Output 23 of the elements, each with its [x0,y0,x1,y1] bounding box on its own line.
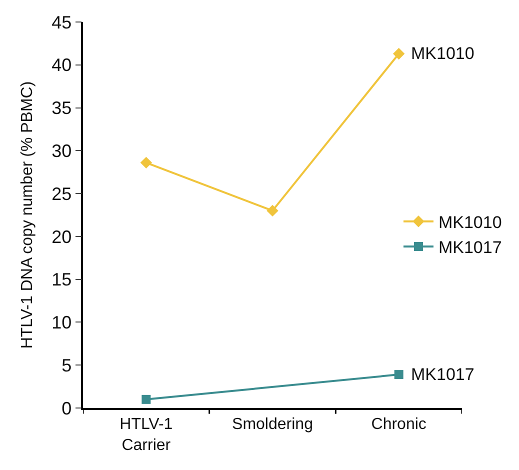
y-tick-label: 35 [52,98,72,118]
y-tick-label: 30 [52,140,72,161]
y-tick-label: 10 [52,312,72,333]
y-tick-label: 0 [62,398,72,418]
point [266,204,278,217]
x-tick-label: HTLV-1 Carrier [120,416,173,454]
y-tick-label: 20 [52,226,72,247]
annotation: MK1010 [411,44,474,63]
y-tick-label: 5 [62,355,72,376]
annotation: MK1017 [411,365,474,384]
y-axis-title: HTLV-1 DNA copy number (% PBMC) [19,81,36,349]
x-tick-label: Smoldering [232,416,313,433]
x-tick-label: Chronic [371,416,426,433]
point [142,394,151,404]
y-tick-label: 45 [52,12,72,32]
point [394,370,404,380]
point [140,156,152,169]
legend-label: MK1010 [438,212,502,232]
point [392,48,405,60]
y-tick-label: 25 [52,184,72,204]
y-tick-label: 40 [52,55,72,76]
legend-label: MK1017 [438,238,502,258]
y-tick-label: 15 [52,270,72,290]
